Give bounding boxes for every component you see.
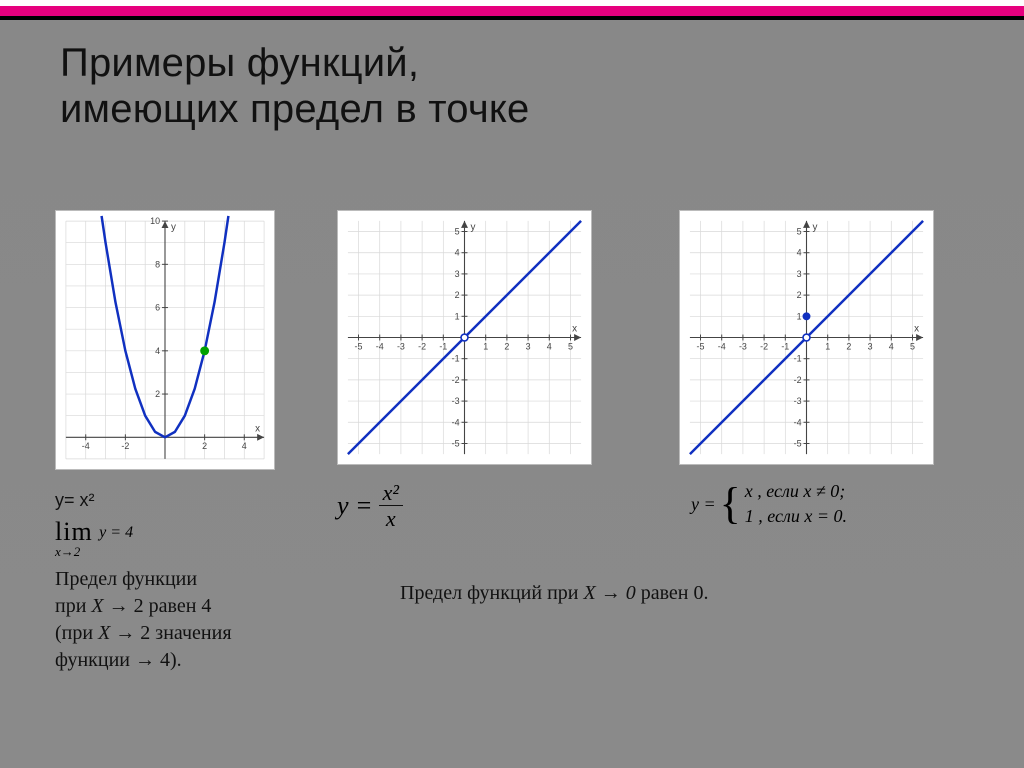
piecewise-row2: 1 , если x = 0. — [745, 506, 847, 527]
shared-caption: Предел функций при X → 0 равен 0. — [400, 580, 960, 607]
svg-text:-4: -4 — [376, 341, 384, 351]
svg-text:4: 4 — [155, 346, 160, 356]
svg-text:x: x — [255, 423, 260, 434]
plot-1-svg: -4 -2 2 4 2 4 6 8 10 x y — [55, 210, 275, 470]
desc1-l1: Предел функции — [55, 566, 232, 593]
svg-text:-4: -4 — [794, 417, 802, 427]
plot-1-limit: lim y = 4 x→2 — [55, 517, 133, 560]
svg-text:-3: -3 — [397, 341, 405, 351]
svg-text:3: 3 — [868, 341, 873, 351]
svg-text:1: 1 — [455, 311, 460, 321]
svg-text:-2: -2 — [121, 441, 129, 451]
svg-text:3: 3 — [526, 341, 531, 351]
svg-text:-3: -3 — [452, 396, 460, 406]
svg-text:10: 10 — [150, 216, 160, 226]
svg-text:5: 5 — [797, 226, 802, 236]
svg-text:-2: -2 — [418, 341, 426, 351]
svg-text:1: 1 — [825, 341, 830, 351]
title-line-1: Примеры функций, — [60, 40, 984, 86]
piecewise-brace: { — [720, 486, 741, 521]
svg-text:5: 5 — [455, 226, 460, 236]
svg-text:5: 5 — [910, 341, 915, 351]
svg-text:x: x — [572, 324, 577, 335]
svg-text:4: 4 — [547, 341, 552, 351]
shared-caption-suffix: равен 0. — [636, 582, 709, 604]
svg-text:1: 1 — [483, 341, 488, 351]
svg-text:3: 3 — [797, 269, 802, 279]
svg-text:1: 1 — [797, 311, 802, 321]
plot-2-formula: y = x² x — [337, 481, 403, 530]
desc1-l4: функции → 4). — [55, 647, 232, 674]
title-line-2: имеющих предел в точке — [60, 86, 984, 132]
svg-text:-1: -1 — [794, 354, 802, 364]
limit-label: lim — [55, 517, 93, 546]
plot-3-piecewise: y = { x , если x ≠ 0; 1 , если x = 0. — [691, 481, 847, 527]
plot-3-svg: -5 -4 -3 -2 -1 1 2 3 4 5 -5 -4 -3 -2 -1 1 2 3 4 5 x y — [679, 210, 934, 465]
svg-text:-2: -2 — [760, 341, 768, 351]
slide-title: Примеры функций, имеющих предел в точке — [60, 40, 984, 132]
svg-text:2: 2 — [455, 290, 460, 300]
svg-text:-5: -5 — [794, 438, 802, 448]
svg-text:4: 4 — [797, 248, 802, 258]
svg-text:-5: -5 — [697, 341, 705, 351]
svg-text:-4: -4 — [452, 417, 460, 427]
svg-text:2: 2 — [846, 341, 851, 351]
svg-text:-1: -1 — [452, 354, 460, 364]
svg-text:-1: -1 — [439, 341, 447, 351]
svg-text:-3: -3 — [794, 396, 802, 406]
shared-caption-mid: X → 0 — [584, 582, 636, 604]
svg-text:2: 2 — [504, 341, 509, 351]
svg-text:-2: -2 — [452, 375, 460, 385]
topbar-black — [0, 16, 1024, 20]
svg-text:-1: -1 — [781, 341, 789, 351]
svg-text:6: 6 — [155, 303, 160, 313]
svg-text:y: y — [812, 222, 817, 233]
plot-3: -5 -4 -3 -2 -1 1 2 3 4 5 -5 -4 -3 -2 -1 1 2 3 4 5 x y y = { x… — [679, 210, 969, 527]
desc1-l2a: при — [55, 595, 91, 617]
plot-1: -4 -2 2 4 2 4 6 8 10 x y y= x² lim y = 4 x→2 Преде… — [55, 210, 285, 674]
svg-text:4: 4 — [242, 441, 247, 451]
plot-2-svg: -5 -4 -3 -2 -1 1 2 3 4 5 -5 -4 -3 -2 -1 1 2 3 4 5 x y — [337, 210, 592, 465]
svg-text:-3: -3 — [739, 341, 747, 351]
svg-text:2: 2 — [797, 290, 802, 300]
svg-text:-2: -2 — [794, 375, 802, 385]
svg-text:5: 5 — [568, 341, 573, 351]
svg-text:3: 3 — [455, 269, 460, 279]
svg-text:-5: -5 — [452, 438, 460, 448]
plot-2-formula-num: x² — [379, 481, 403, 506]
plot-2-formula-den: x — [386, 506, 396, 530]
svg-text:4: 4 — [455, 248, 460, 258]
limit-value: y = 4 — [99, 524, 133, 541]
shared-caption-prefix: Предел функций при — [400, 582, 584, 604]
svg-text:-4: -4 — [82, 441, 90, 451]
plot-1-desc: Предел функции при X → 2 равен 4 (при X … — [55, 566, 232, 674]
svg-text:2: 2 — [155, 389, 160, 399]
svg-text:y: y — [171, 222, 176, 233]
plot-1-formula: y= x² — [55, 490, 95, 511]
slide: Примеры функций, имеющих предел в точке … — [0, 0, 1024, 768]
plot-2-formula-prefix: y = — [337, 491, 373, 521]
svg-text:-4: -4 — [718, 341, 726, 351]
svg-text:y: y — [470, 222, 475, 233]
svg-text:8: 8 — [155, 259, 160, 269]
svg-text:-5: -5 — [355, 341, 363, 351]
svg-text:4: 4 — [889, 341, 894, 351]
piecewise-prefix: y = — [691, 494, 716, 515]
svg-text:x: x — [914, 324, 919, 335]
piecewise-row1: x , если x ≠ 0; — [745, 481, 847, 502]
plot-2: -5 -4 -3 -2 -1 1 2 3 4 5 -5 -4 -3 -2 -1 1 2 3 4 5 x y y = x² … — [337, 210, 627, 530]
svg-text:2: 2 — [202, 441, 207, 451]
topbar-pink — [0, 6, 1024, 16]
